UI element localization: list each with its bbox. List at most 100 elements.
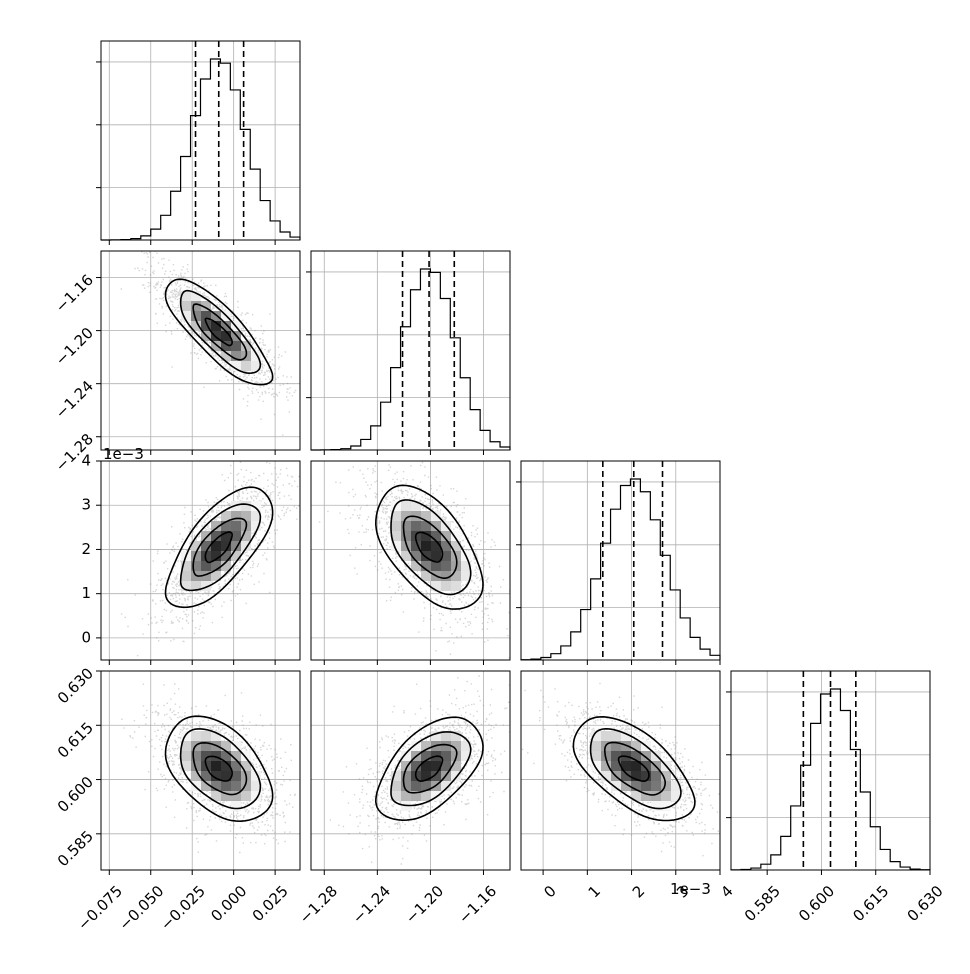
- density-cell: [201, 541, 211, 551]
- density-cell: [411, 741, 421, 751]
- density-cell: [631, 781, 641, 791]
- density-cell: [201, 741, 211, 751]
- y-tick-label: −1.24: [52, 377, 97, 422]
- contour-line: [204, 531, 233, 564]
- density-cell: [611, 731, 621, 741]
- density-cell: [201, 321, 211, 331]
- density-cell: [441, 731, 451, 741]
- density-cell: [211, 771, 221, 781]
- density-cell: [231, 351, 241, 361]
- contour-line: [179, 728, 262, 810]
- density-cell: [231, 781, 241, 791]
- x-tick-label: 0.615: [849, 882, 892, 925]
- density-cell: [391, 521, 401, 531]
- density-cell: [221, 741, 231, 751]
- density-cell: [181, 301, 191, 311]
- contour-line: [204, 755, 233, 782]
- density-cell: [211, 311, 221, 321]
- density-cell: [431, 551, 441, 561]
- density-cell: [401, 791, 411, 801]
- density-cell: [451, 571, 461, 581]
- panel-frame: [100, 460, 301, 661]
- panel-frame: [730, 670, 931, 871]
- density-cell: [251, 361, 261, 371]
- density-cell: [221, 541, 231, 551]
- density-cell: [441, 561, 451, 571]
- density-cell: [631, 761, 641, 771]
- density-cell: [251, 791, 261, 801]
- density-cell: [441, 551, 451, 561]
- density-cell: [201, 581, 211, 591]
- density-cell: [191, 311, 201, 321]
- density-cell: [231, 531, 241, 541]
- density-cell: [411, 761, 421, 771]
- density-cell: [671, 791, 681, 801]
- density-cell: [201, 301, 211, 311]
- contour-line: [204, 317, 233, 347]
- density-cell: [181, 731, 191, 741]
- density-cell: [431, 771, 441, 781]
- contour-line: [414, 531, 444, 563]
- density-cell: [221, 511, 231, 521]
- density-cell: [631, 791, 641, 801]
- density-cell: [461, 561, 471, 571]
- panel-3-0: [96, 670, 300, 870]
- panel-2-1: [311, 461, 510, 660]
- density-cell: [401, 511, 411, 521]
- panel-frame: [520, 670, 721, 871]
- panel-content: [318, 461, 510, 659]
- contour-line: [604, 741, 667, 796]
- density-cell: [631, 751, 641, 761]
- density-cell: [641, 761, 651, 771]
- density-cell: [181, 751, 191, 761]
- contour-line: [402, 515, 458, 579]
- density-cell: [601, 731, 611, 741]
- density-cell: [661, 781, 671, 791]
- density-cell: [241, 531, 251, 541]
- x-tick-label: 0: [540, 882, 559, 901]
- contour-line: [164, 486, 274, 609]
- density-cell: [201, 561, 211, 571]
- contour-line: [402, 743, 458, 794]
- density-cell: [421, 551, 431, 561]
- density-cell: [231, 761, 241, 771]
- y-tick-label: 2: [81, 540, 91, 558]
- y-tick-label: 0.600: [54, 773, 97, 816]
- contour-line: [589, 727, 682, 810]
- density-cell: [421, 511, 431, 521]
- density-cell: [181, 291, 191, 301]
- density-cell: [611, 781, 621, 791]
- density-cell: [201, 731, 211, 741]
- histogram-step: [520, 478, 721, 661]
- x-tick-label: 4: [717, 882, 736, 901]
- contour-line: [192, 303, 248, 361]
- density-cell: [221, 341, 231, 351]
- x-tick-label: −0.075: [74, 882, 126, 934]
- density-cell: [421, 521, 431, 531]
- density-cell: [201, 311, 211, 321]
- density-cell: [441, 751, 451, 761]
- density-cell: [631, 771, 641, 781]
- x-tick-label: −1.20: [402, 882, 447, 927]
- panel-1-0: [96, 251, 300, 450]
- density-cell: [421, 571, 431, 581]
- panel-frame: [100, 40, 301, 241]
- density-cell: [211, 341, 221, 351]
- density-cell: [411, 561, 421, 571]
- density-cell: [631, 741, 641, 751]
- contour-line: [572, 715, 696, 822]
- density-cell: [391, 541, 401, 551]
- density-cell: [431, 731, 441, 741]
- density-cell: [241, 791, 251, 801]
- y-tick-label: −1.16: [52, 271, 97, 316]
- density-cell: [191, 561, 201, 571]
- y-tick-label: 0.630: [54, 664, 97, 707]
- density-cell: [441, 581, 451, 591]
- density-cell: [231, 551, 241, 561]
- contour-line: [374, 716, 484, 822]
- y-tick-label: −1.20: [52, 324, 97, 369]
- density-cell: [191, 551, 201, 561]
- density-cell: [441, 571, 451, 581]
- density-cell: [431, 541, 441, 551]
